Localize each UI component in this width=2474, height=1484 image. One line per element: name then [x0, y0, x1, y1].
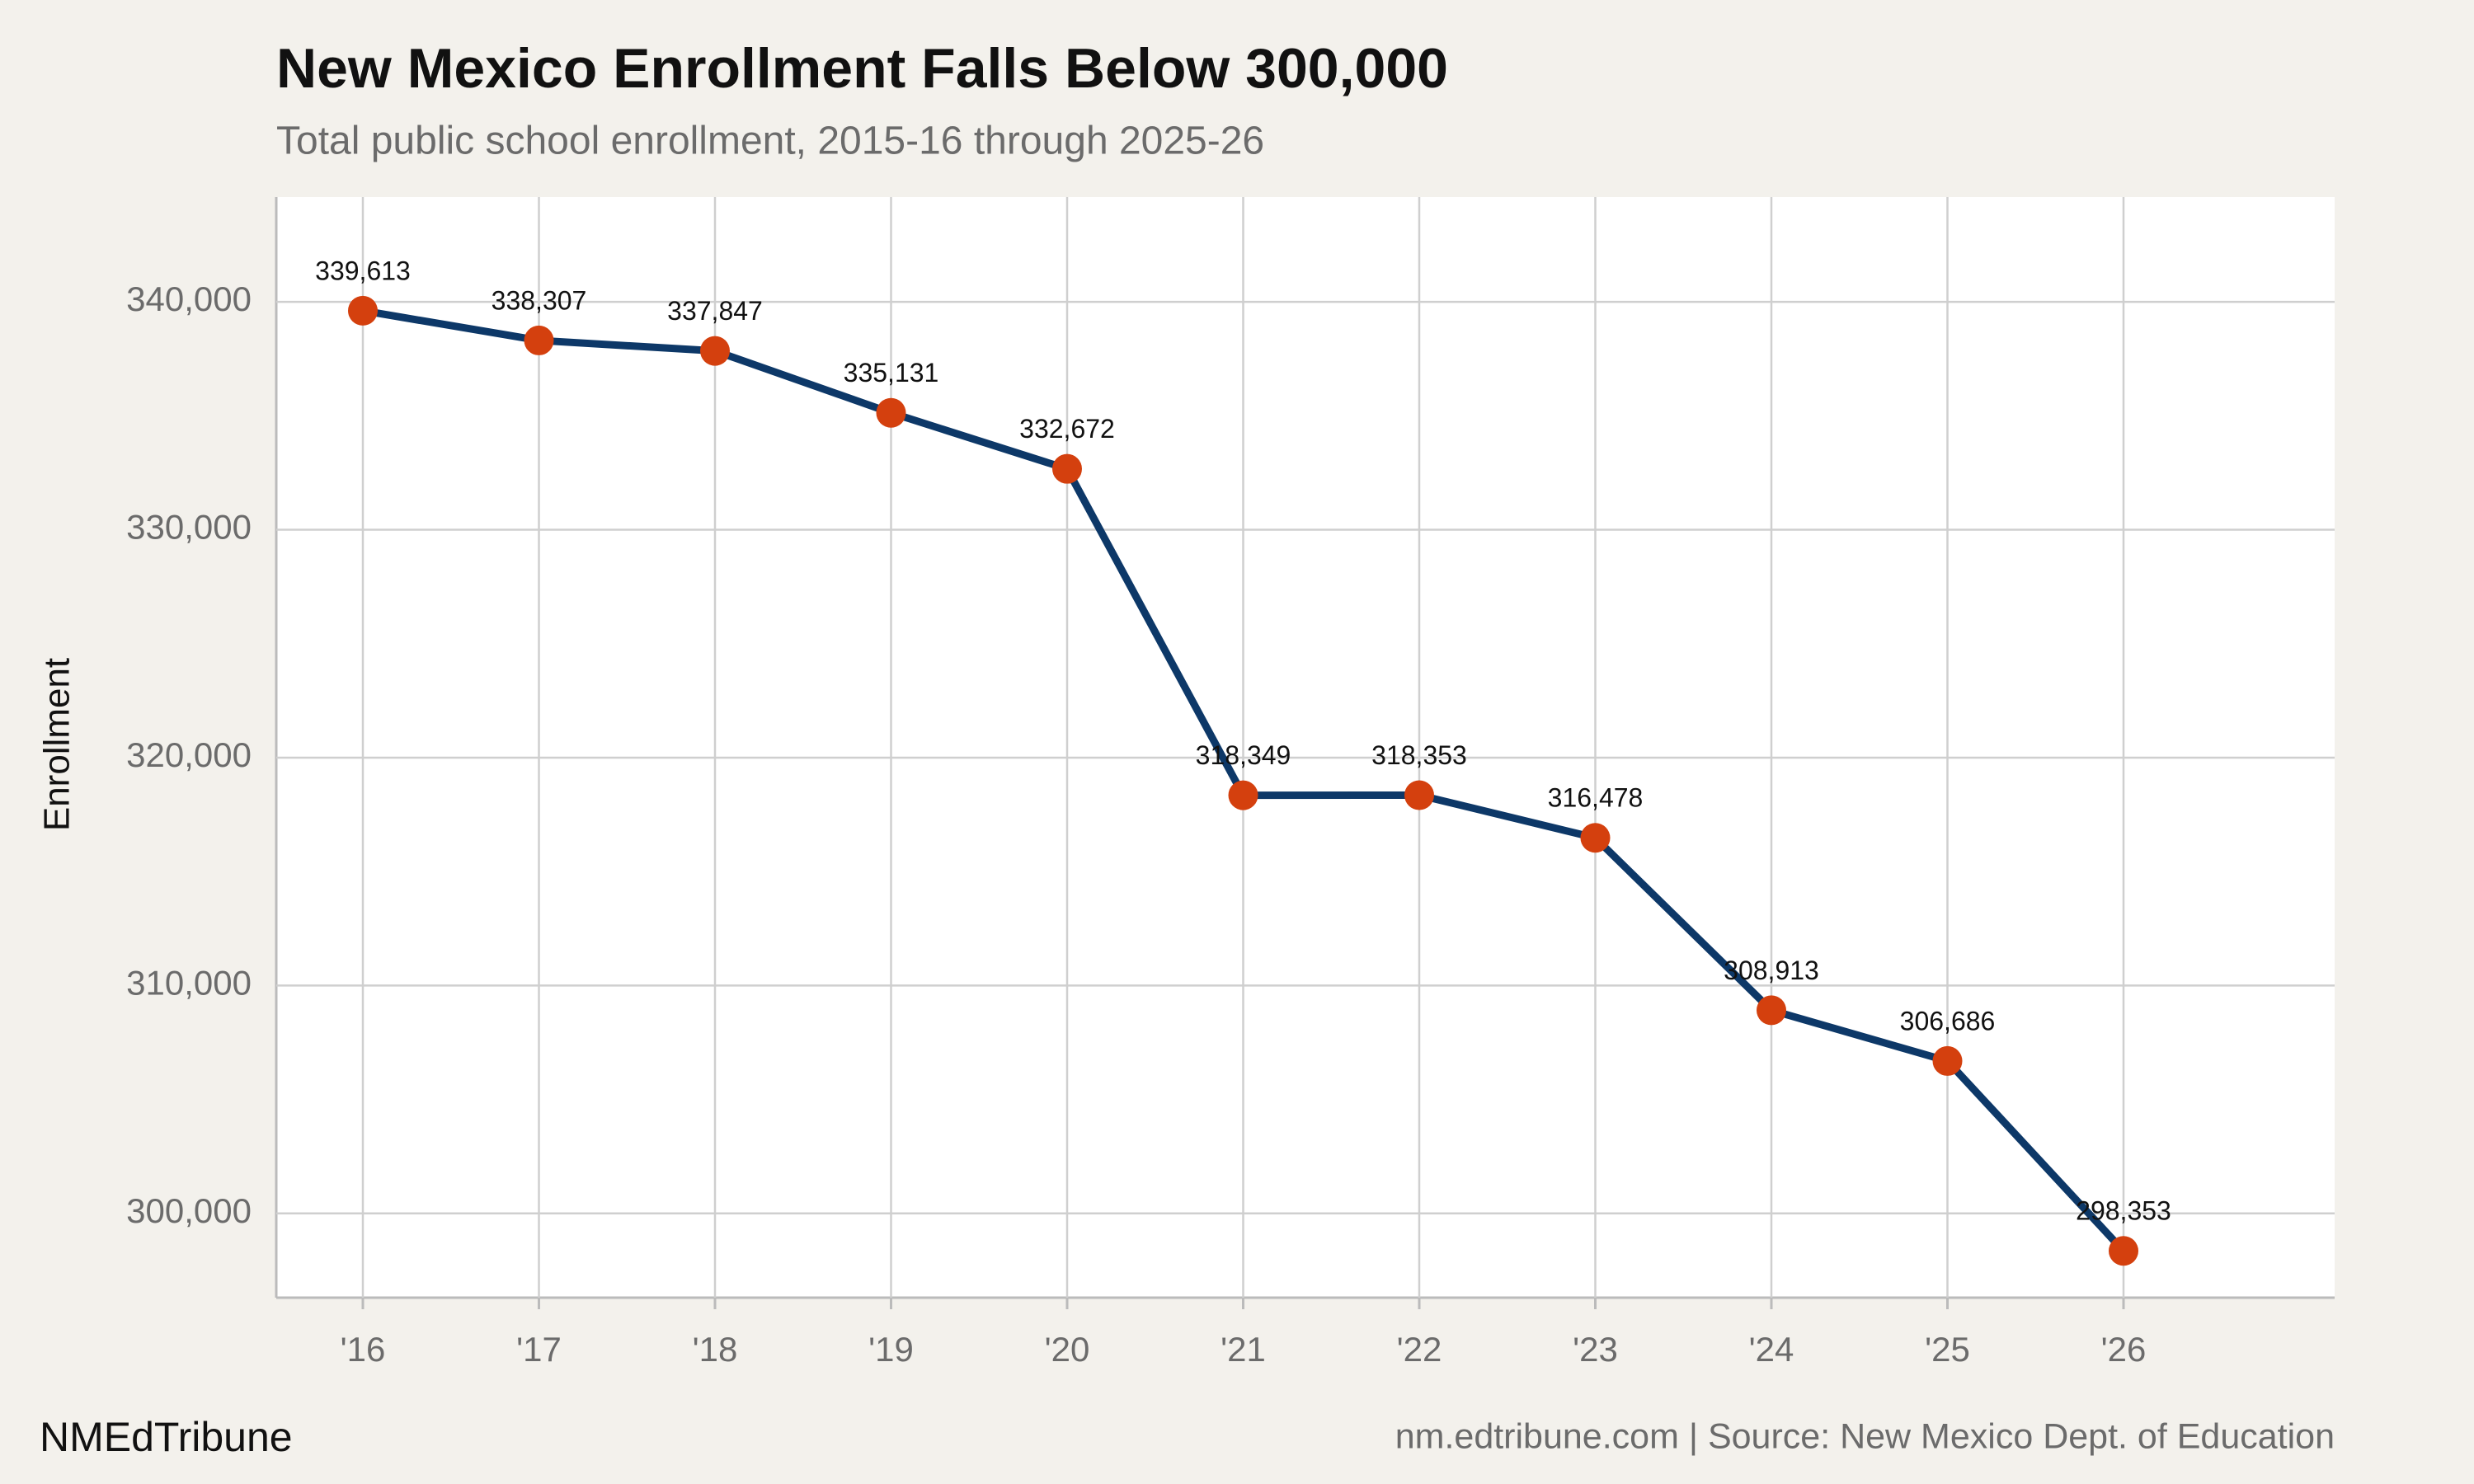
x-tick-label: '26 — [2101, 1330, 2147, 1369]
x-tick-label: '21 — [1221, 1330, 1266, 1369]
data-label: 316,478 — [1548, 783, 1644, 813]
point — [700, 336, 730, 366]
chart-title: New Mexico Enrollment Falls Below 300,00… — [276, 37, 1448, 100]
data-label: 298,353 — [2076, 1196, 2171, 1226]
brand: NMEdTribune — [40, 1414, 293, 1460]
data-label: 338,307 — [492, 285, 587, 315]
point — [1757, 995, 1786, 1026]
point — [1052, 453, 1082, 484]
y-tick-label: 300,000 — [126, 1191, 252, 1230]
source: nm.edtribune.com | Source: New Mexico De… — [1395, 1416, 2335, 1456]
y-tick-label: 340,000 — [126, 279, 252, 318]
y-tick-label: 310,000 — [126, 963, 252, 1002]
x-tick-label: '24 — [1749, 1330, 1794, 1369]
data-label: 332,672 — [1019, 414, 1115, 444]
point — [876, 397, 906, 428]
data-label: 337,847 — [667, 296, 763, 326]
y-axis-title: Enrollment — [37, 658, 78, 831]
x-tick-label: '23 — [1573, 1330, 1618, 1369]
point — [1932, 1045, 1963, 1076]
data-label: 335,131 — [844, 358, 939, 387]
data-label: 318,349 — [1196, 740, 1291, 770]
data-label: 318,353 — [1371, 740, 1467, 770]
point — [348, 295, 378, 326]
y-tick-label: 330,000 — [126, 508, 252, 547]
x-tick-label: '18 — [693, 1330, 738, 1369]
chart-subtitle: Total public school enrollment, 2015-16 … — [276, 120, 1264, 163]
point — [1404, 780, 1434, 810]
data-label: 308,913 — [1724, 956, 1819, 985]
point — [524, 325, 554, 355]
x-tick-label: '25 — [1925, 1330, 1970, 1369]
point — [1228, 780, 1258, 810]
data-label: 339,613 — [315, 256, 411, 285]
point — [2109, 1236, 2138, 1266]
x-tick-label: '16 — [341, 1330, 386, 1369]
data-label: 306,686 — [1900, 1006, 1996, 1036]
plot-area — [276, 197, 2335, 1298]
y-tick-label: 320,000 — [126, 735, 252, 774]
x-tick-label: '20 — [1045, 1330, 1090, 1369]
x-tick-label: '17 — [516, 1330, 562, 1369]
x-tick-label: '22 — [1397, 1330, 1442, 1369]
x-tick-label: '19 — [868, 1330, 914, 1369]
point — [1580, 823, 1611, 853]
